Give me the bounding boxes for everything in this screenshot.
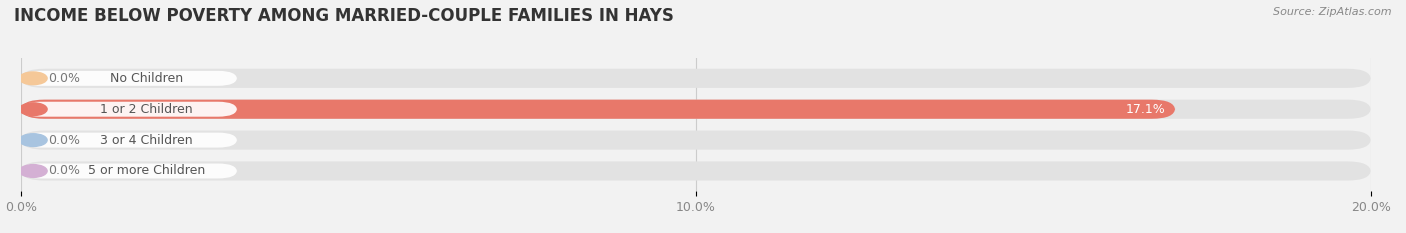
Text: 0.0%: 0.0% — [48, 134, 80, 147]
FancyBboxPatch shape — [21, 69, 1371, 88]
FancyBboxPatch shape — [21, 100, 1175, 119]
FancyBboxPatch shape — [21, 130, 1371, 150]
FancyBboxPatch shape — [21, 133, 238, 147]
Text: 5 or more Children: 5 or more Children — [87, 164, 205, 178]
Text: 0.0%: 0.0% — [48, 164, 80, 178]
Text: No Children: No Children — [110, 72, 183, 85]
Text: 0.0%: 0.0% — [48, 72, 80, 85]
Circle shape — [20, 134, 48, 147]
FancyBboxPatch shape — [21, 161, 1371, 181]
Text: INCOME BELOW POVERTY AMONG MARRIED-COUPLE FAMILIES IN HAYS: INCOME BELOW POVERTY AMONG MARRIED-COUPL… — [14, 7, 673, 25]
Text: 3 or 4 Children: 3 or 4 Children — [100, 134, 193, 147]
FancyBboxPatch shape — [21, 71, 238, 86]
Circle shape — [20, 72, 48, 85]
FancyBboxPatch shape — [21, 102, 238, 117]
Text: 17.1%: 17.1% — [1125, 103, 1166, 116]
Circle shape — [20, 165, 48, 177]
Text: Source: ZipAtlas.com: Source: ZipAtlas.com — [1274, 7, 1392, 17]
FancyBboxPatch shape — [21, 100, 1371, 119]
Circle shape — [20, 103, 48, 116]
FancyBboxPatch shape — [21, 164, 238, 178]
Text: 1 or 2 Children: 1 or 2 Children — [100, 103, 193, 116]
